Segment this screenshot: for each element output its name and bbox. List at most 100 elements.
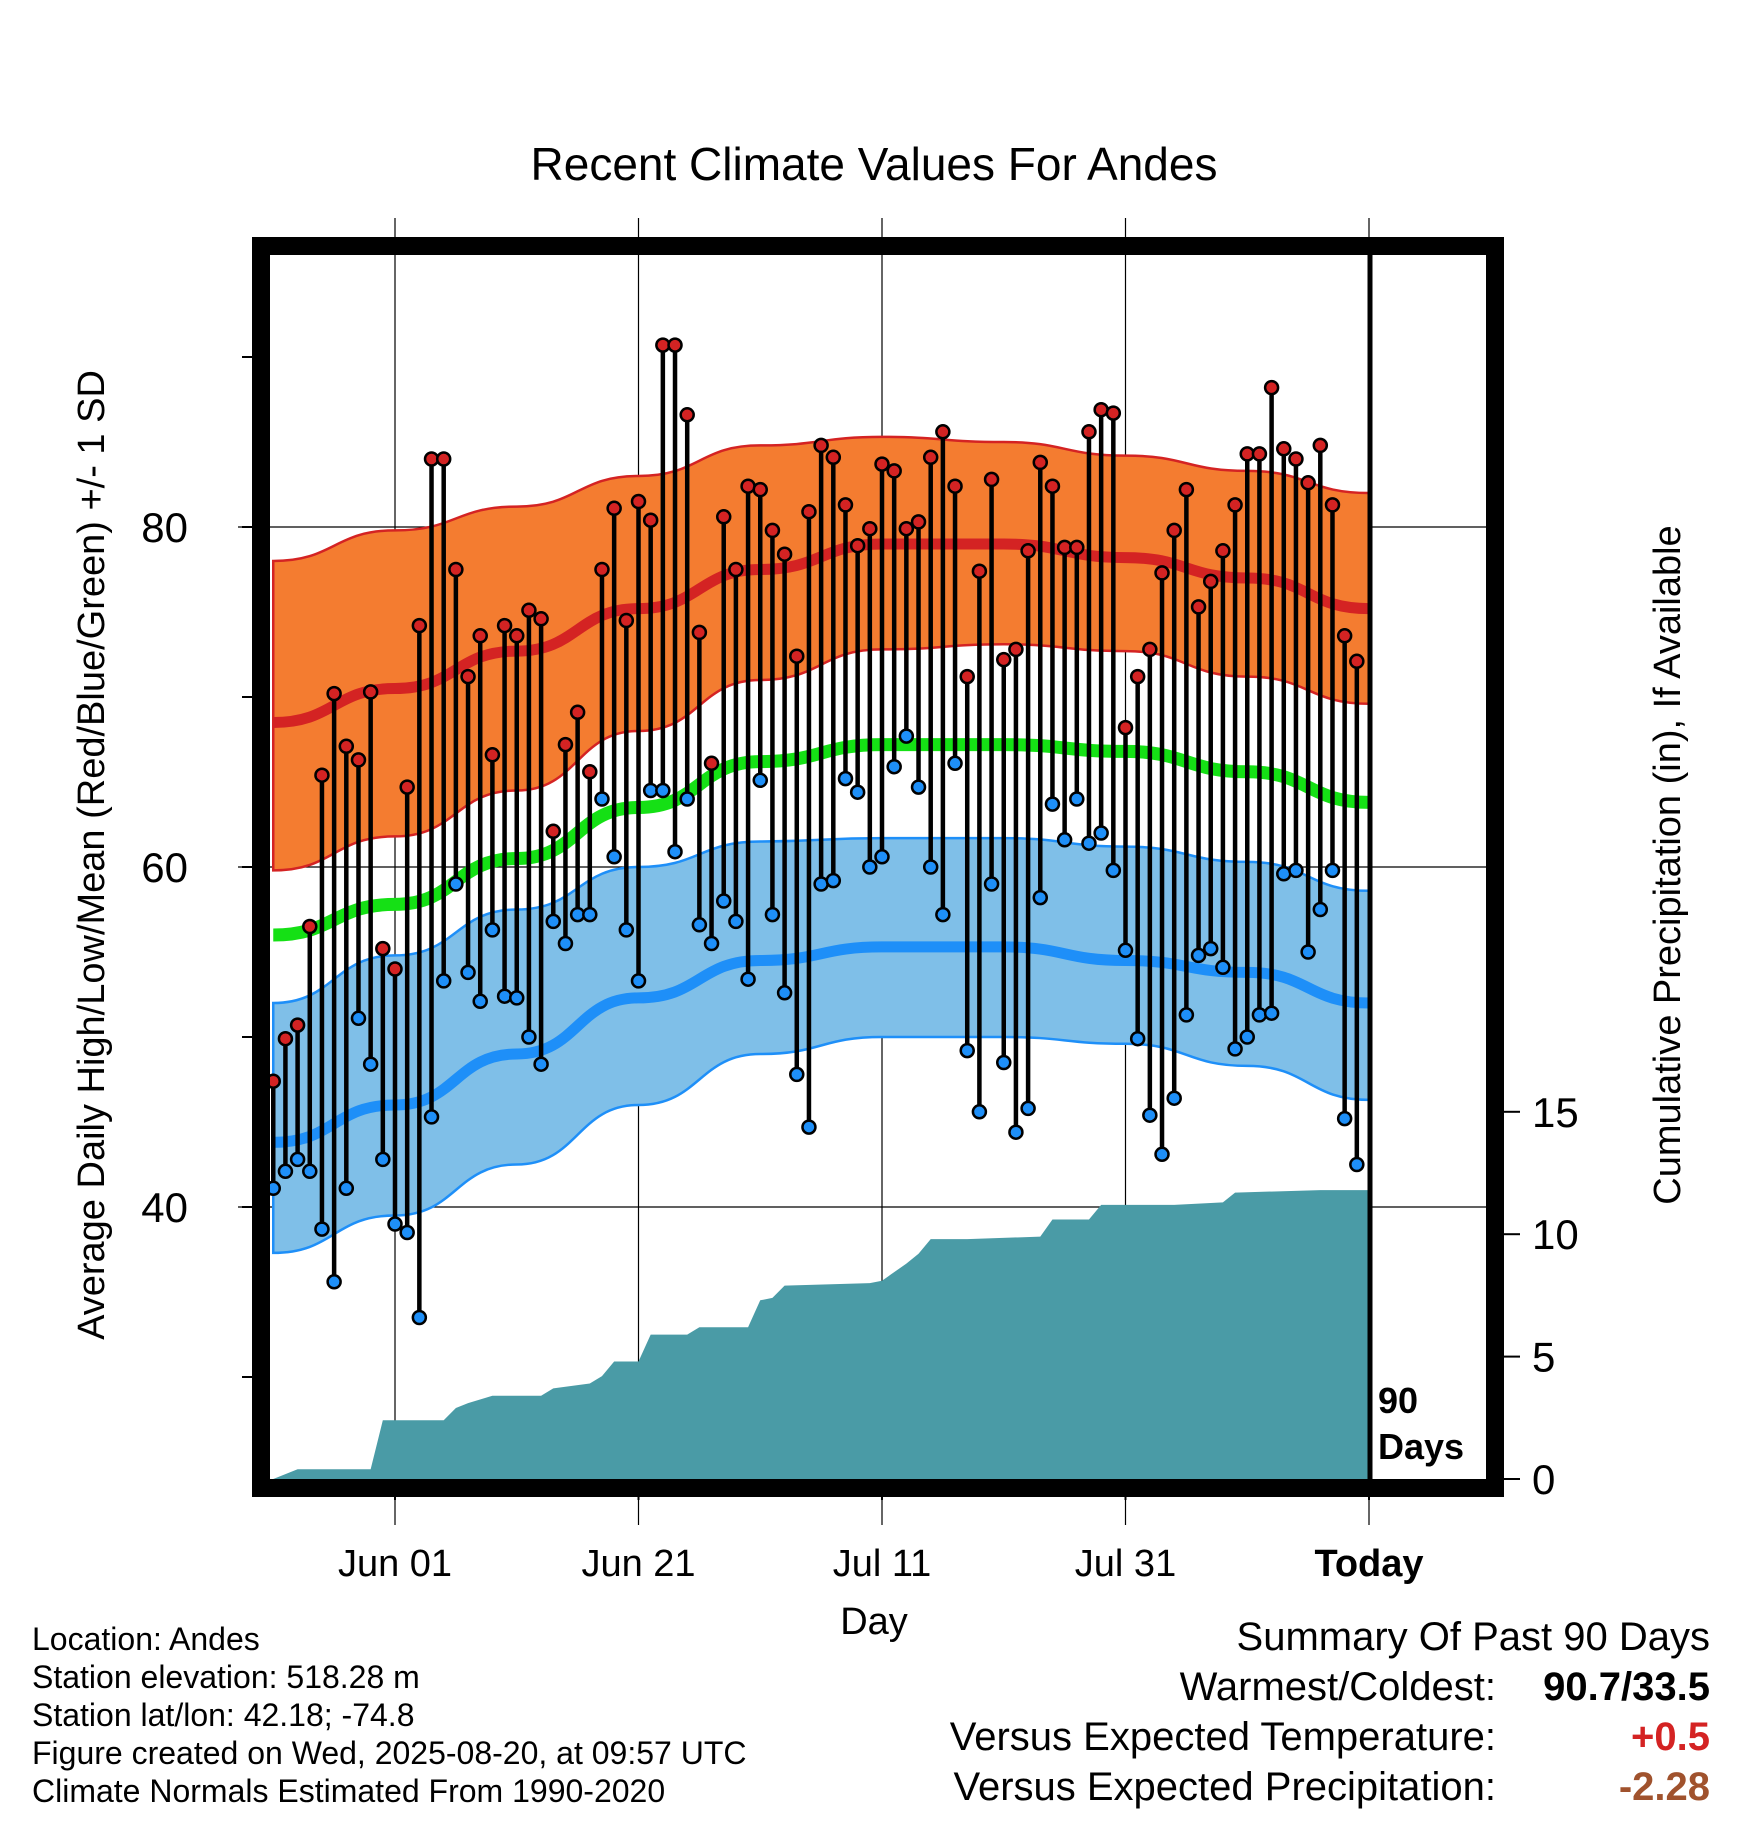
y-axis-left-title: Average Daily High/Low/Mean (Red/Blue/Gr…	[71, 370, 113, 1340]
low-point-29	[618, 922, 635, 938]
high-point-83	[1276, 441, 1292, 457]
low-point-82	[1263, 1005, 1280, 1021]
low-point-85	[1300, 944, 1316, 960]
low-point-20	[509, 990, 525, 1006]
low-point-56	[947, 755, 963, 772]
low-point-58	[971, 1104, 988, 1120]
high-point-76	[1190, 599, 1207, 615]
high-point-43	[789, 648, 805, 664]
x-tick-label-1: Jun 21	[581, 1543, 695, 1585]
high-point-57	[959, 668, 975, 685]
low-point-35	[691, 917, 708, 933]
today-marker-label-days: Days	[1378, 1426, 1464, 1467]
high-point-84	[1288, 451, 1304, 467]
high-point-5	[326, 685, 342, 702]
high-point-30	[630, 493, 647, 510]
low-point-7	[350, 1010, 367, 1027]
high-point-17	[472, 628, 488, 644]
low-point-2	[289, 1151, 306, 1168]
high-point-3	[302, 918, 318, 935]
high-point-82	[1263, 379, 1280, 396]
low-point-51	[886, 758, 902, 775]
low-point-64	[1044, 796, 1061, 812]
high-point-2	[289, 1017, 306, 1033]
high-point-12	[411, 617, 428, 634]
y-left-tick-label-0: 40	[141, 1184, 188, 1231]
low-point-36	[703, 935, 720, 952]
low-point-72	[1142, 1107, 1158, 1123]
low-point-57	[959, 1042, 975, 1059]
low-point-26	[582, 906, 598, 923]
low-point-70	[1117, 942, 1134, 959]
high-point-40	[752, 481, 768, 498]
high-point-69	[1105, 405, 1122, 421]
high-point-53	[910, 514, 927, 530]
high-point-81	[1251, 446, 1268, 462]
high-point-20	[509, 628, 525, 644]
high-point-70	[1117, 719, 1134, 736]
low-point-1	[277, 1163, 294, 1180]
high-point-18	[484, 747, 501, 763]
warmest-coldest-value: 90.7/33.5	[1543, 1665, 1710, 1709]
high-point-16	[460, 668, 476, 685]
low-point-6	[338, 1180, 355, 1197]
high-point-75	[1178, 481, 1195, 498]
high-point-60	[996, 651, 1012, 668]
low-point-13	[423, 1109, 440, 1125]
plot-frame	[252, 237, 1504, 1497]
low-point-16	[460, 964, 476, 981]
high-point-46	[825, 449, 842, 466]
low-point-71	[1129, 1030, 1146, 1047]
low-point-65	[1056, 832, 1073, 848]
high-point-21	[521, 602, 537, 619]
low-point-62	[1020, 1100, 1036, 1117]
created-text: Figure created on Wed, 2025-08-20, at 09…	[32, 1735, 747, 1771]
low-point-54	[922, 859, 939, 875]
low-point-66	[1069, 791, 1085, 807]
high-point-14	[435, 451, 452, 467]
low-point-41	[764, 906, 781, 923]
high-point-66	[1069, 539, 1085, 556]
high-point-34	[679, 407, 695, 423]
high-point-22	[533, 611, 549, 627]
low-point-38	[728, 913, 744, 930]
low-point-34	[679, 791, 695, 807]
high-point-19	[496, 617, 513, 634]
cumulative-precip-area	[273, 1190, 1369, 1479]
low-point-10	[387, 1216, 403, 1232]
summary-heading: Summary Of Past 90 Days	[1236, 1615, 1710, 1659]
temp-anomaly-label: Versus Expected Temperature:	[949, 1715, 1496, 1759]
low-point-18	[484, 922, 501, 938]
low-point-53	[910, 779, 927, 795]
high-point-67	[1081, 424, 1097, 440]
warmest-coldest-label: Warmest/Coldest:	[1179, 1665, 1496, 1709]
high-point-7	[350, 752, 367, 768]
low-point-4	[314, 1221, 330, 1237]
low-point-40	[752, 772, 768, 789]
high-point-85	[1300, 475, 1316, 491]
precip-anomaly-value: -2.28	[1618, 1765, 1710, 1809]
high-point-54	[922, 449, 939, 466]
high-point-4	[314, 767, 330, 783]
high-point-44	[801, 503, 817, 520]
normals-text: Climate Normals Estimated From 1990-2020	[32, 1773, 666, 1809]
low-point-50	[874, 849, 890, 865]
y-right-tick-label-1: 5	[1532, 1334, 1555, 1381]
high-point-88	[1336, 628, 1353, 644]
low-point-81	[1251, 1007, 1268, 1023]
low-point-23	[545, 913, 562, 930]
low-point-15	[448, 876, 464, 892]
high-point-11	[399, 779, 415, 795]
low-point-77	[1202, 940, 1219, 957]
high-point-64	[1044, 478, 1061, 494]
y-right-tick-label-2: 10	[1532, 1211, 1579, 1258]
high-point-24	[557, 736, 574, 753]
x-axis-title: Day	[840, 1601, 908, 1643]
daily-range-bars	[271, 345, 1360, 1318]
low-point-32	[655, 782, 671, 799]
high-point-52	[898, 520, 915, 537]
low-point-24	[557, 935, 574, 952]
high-point-86	[1312, 437, 1329, 454]
summary-temp-row: Versus Expected Temperature: +0.5	[950, 1712, 1710, 1762]
high-point-1	[277, 1030, 294, 1047]
